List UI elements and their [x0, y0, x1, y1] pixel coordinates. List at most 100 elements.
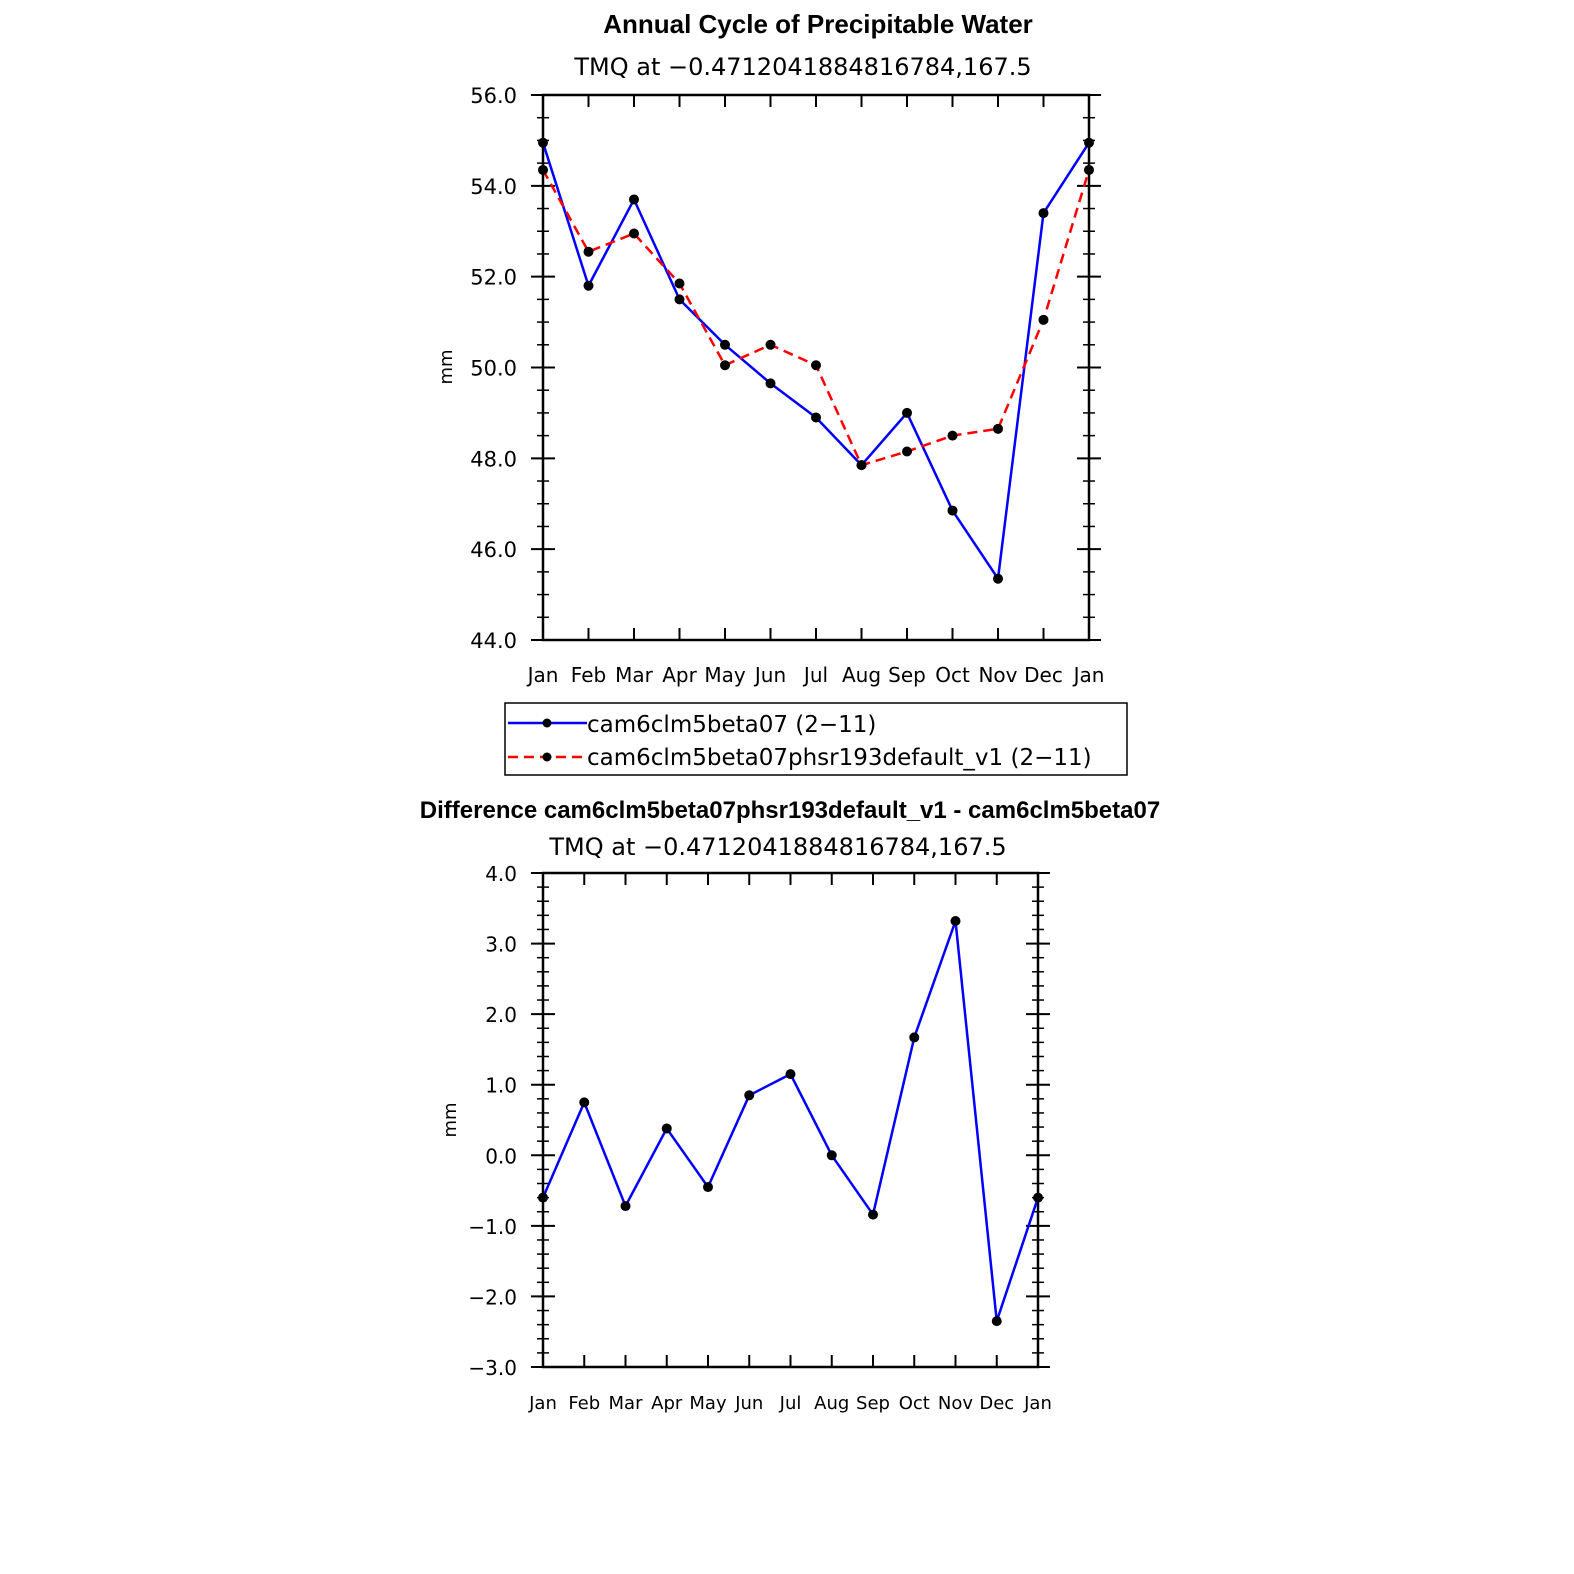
chart2-xtick-label: Apr: [651, 1393, 683, 1414]
chart2-xtick-label: Aug: [814, 1393, 849, 1414]
chart1-xtick-label: Aug: [842, 663, 881, 687]
chart1-series-1-point: [629, 228, 639, 239]
chart1-ytick-label: 46.0: [470, 538, 517, 562]
chart2-xtick-label: Nov: [938, 1393, 973, 1414]
chart2-xtick-label: Jan: [528, 1393, 557, 1414]
chart2-ylabel: mm: [440, 1102, 461, 1137]
chart1-series-1-point: [674, 278, 685, 289]
chart2-series-0-point: [744, 1090, 755, 1101]
chart2-series-0-point: [868, 1209, 878, 1220]
chart1-xtick-label: Jan: [1072, 663, 1105, 687]
chart1-ytick-label: 52.0: [470, 266, 517, 290]
legend-marker-0: [542, 718, 552, 728]
chart1-series-0-point: [993, 573, 1003, 584]
chart1-xtick-label: Nov: [978, 663, 1017, 687]
legend-marker-1: [542, 752, 552, 762]
chart2-xtick-label: Jul: [779, 1393, 802, 1414]
chart2-series-0-point: [826, 1150, 837, 1161]
chart2-series-0-point: [538, 1192, 548, 1203]
chart2-series-0-point: [579, 1097, 590, 1108]
chart1-subtitle: TMQ at −0.4712041884816784,167.5: [573, 53, 1031, 81]
chart1-ytick-label: 44.0: [470, 629, 517, 653]
chart2-subtitle: TMQ at −0.4712041884816784,167.5: [548, 833, 1006, 861]
chart1-ylabel: mm: [436, 349, 457, 384]
chart1-series-0-point: [538, 137, 548, 148]
chart1-series-0-point: [1084, 137, 1094, 148]
chart2-series-0-point: [950, 915, 961, 926]
chart1-series-0-point: [765, 378, 776, 389]
chart1-series-0-point: [1038, 208, 1049, 219]
difference-chart: Difference cam6clm5beta07phsr193default_…: [420, 797, 1160, 1414]
chart2-title: Difference cam6clm5beta07phsr193default_…: [420, 797, 1160, 824]
chart1-ytick-label: 56.0: [470, 84, 517, 108]
chart1-ytick-label: 50.0: [470, 357, 517, 381]
chart1-series-1-point: [1084, 164, 1094, 175]
chart1-xtick-label: Jan: [526, 663, 559, 687]
legend-entry-1: cam6clm5beta07phsr193default_v1 (2−11): [508, 745, 1092, 771]
chart1-series-0-point: [720, 339, 730, 350]
chart2-xtick-label: Dec: [979, 1393, 1014, 1414]
chart2-ytick-label: 3.0: [485, 933, 517, 957]
chart1-series-1-point: [856, 460, 867, 471]
chart1-series-0-point: [583, 280, 594, 291]
chart1-axes: Jan Feb Mar Apr May Jun Jul Aug Sep Oct Nov Dec Jan 4…: [470, 84, 1104, 687]
chart2-xtick-label: Sep: [856, 1393, 890, 1414]
chart1-plot-area: [538, 137, 1094, 584]
chart2-ytick-label: 0.0: [485, 1144, 517, 1168]
chart2-xtick-label: Jan: [1023, 1393, 1052, 1414]
chart1-title: Annual Cycle of Precipitable Water: [603, 9, 1033, 39]
chart1-series-1-point: [947, 430, 958, 441]
chart2-plot-area: [538, 915, 1043, 1327]
chart1-series-1-point: [720, 360, 730, 371]
annual-cycle-chart: Annual Cycle of Precipitable Water TMQ a…: [436, 9, 1128, 776]
legend-frame: [504, 702, 1128, 776]
chart1-series-1-point: [811, 360, 821, 371]
chart2-series-0-point: [703, 1182, 713, 1193]
chart1-xtick-label: Jun: [753, 663, 786, 687]
chart1-xtick-label: Jul: [802, 663, 828, 687]
legend-label-0: cam6clm5beta07 (2−11): [587, 712, 876, 738]
chart1-series-1-point: [1038, 314, 1049, 325]
legend-entry-0: cam6clm5beta07 (2−11): [508, 712, 876, 738]
chart1-ytick-label: 48.0: [470, 447, 517, 471]
chart2-ytick-label: 4.0: [485, 862, 517, 886]
chart1-series-1-point: [765, 339, 776, 350]
chart2-xtick-label: Oct: [899, 1393, 930, 1414]
chart1-series-0-point: [902, 407, 912, 418]
chart2-series-0-point: [909, 1032, 920, 1043]
chart2-series-0-point: [785, 1069, 796, 1080]
legend-label-1: cam6clm5beta07phsr193default_v1 (2−11): [587, 745, 1092, 771]
chart2-series-0-point: [1033, 1192, 1043, 1203]
chart1-series-1-point: [993, 423, 1003, 434]
chart1-series-0-point: [674, 294, 685, 305]
chart2-xtick-label: Jun: [734, 1393, 763, 1414]
chart2-xtick-label: Mar: [609, 1393, 644, 1414]
chart2-ytick-label: −1.0: [468, 1215, 517, 1239]
chart1-series-1-point: [538, 164, 548, 175]
chart2-series-0-point: [991, 1316, 1002, 1327]
chart2-ytick-label: −3.0: [468, 1356, 517, 1380]
chart1-xtick-label: May: [704, 663, 746, 687]
chart1-xtick-label: Mar: [615, 663, 654, 687]
chart1-series-0-point: [811, 412, 821, 423]
chart1-xtick-label: Dec: [1024, 663, 1063, 687]
chart1-series-0-point: [629, 194, 639, 205]
chart2-ytick-label: −2.0: [468, 1285, 517, 1309]
chart2-xtick-label: May: [689, 1393, 727, 1414]
chart1-series-1-point: [902, 446, 912, 457]
chart1-series-1-point: [583, 246, 594, 257]
chart2-ytick-label: 2.0: [485, 1003, 517, 1027]
chart1-series-0-point: [947, 505, 958, 516]
chart1-xtick-label: Oct: [935, 663, 970, 687]
chart1-legend: cam6clm5beta07 (2−11) cam6clm5beta07phsr…: [504, 702, 1128, 776]
chart2-series-0-point: [661, 1123, 672, 1134]
chart2-ytick-label: 1.0: [485, 1074, 517, 1098]
chart2-series-0-point: [620, 1201, 631, 1212]
chart1-xtick-label: Apr: [662, 663, 697, 687]
chart1-ytick-label: 54.0: [470, 175, 517, 199]
chart1-xtick-label: Feb: [571, 663, 606, 687]
chart1-xtick-label: Sep: [888, 663, 926, 687]
chart2-xtick-label: Feb: [568, 1393, 600, 1414]
chart2-axes: Jan Feb Mar Apr May Jun Jul Aug Sep Oct Nov Dec Jan−…: [468, 862, 1051, 1414]
